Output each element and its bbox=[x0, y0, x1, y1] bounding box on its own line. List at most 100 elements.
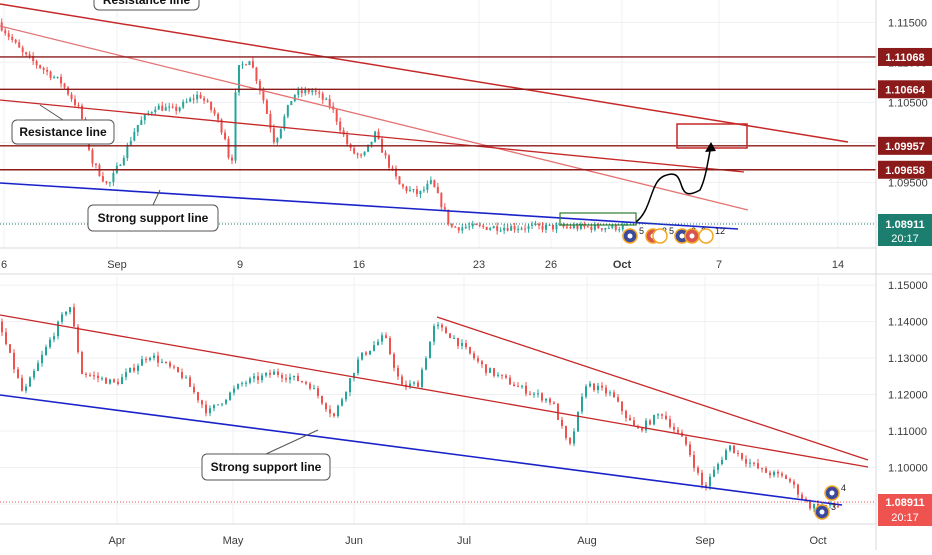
candle-down bbox=[401, 184, 404, 187]
candle-up bbox=[367, 144, 370, 152]
candle-down bbox=[181, 372, 183, 379]
candle-up bbox=[370, 141, 373, 145]
candle-up bbox=[325, 98, 328, 100]
bottom-y-tick-label: 1.11000 bbox=[888, 426, 927, 438]
candle-up bbox=[213, 405, 215, 409]
candle-down bbox=[553, 402, 555, 404]
candle-down bbox=[74, 99, 77, 106]
candle-down bbox=[485, 364, 487, 373]
candle-down bbox=[17, 369, 19, 378]
candle-up bbox=[604, 228, 607, 230]
candle-down bbox=[210, 101, 213, 110]
resistance-callout: Resistance line bbox=[11, 104, 115, 145]
candle-up bbox=[357, 359, 359, 374]
candle-up bbox=[409, 383, 411, 388]
price-level-tag: 1.09957 bbox=[878, 136, 932, 155]
candle-down bbox=[91, 149, 94, 164]
candle-down bbox=[192, 98, 195, 100]
candle-down bbox=[689, 444, 691, 455]
candle-up bbox=[37, 363, 39, 371]
candle-up bbox=[517, 228, 520, 230]
candle-up bbox=[611, 224, 614, 228]
resistance-trendline bbox=[0, 3, 849, 143]
price-level-tag-text: 1.09957 bbox=[885, 141, 925, 153]
candle-down bbox=[397, 367, 399, 377]
top-y-tick-label: 1.10500 bbox=[888, 97, 928, 109]
candle-up bbox=[572, 225, 575, 229]
support-callout-bottom: Strong support line bbox=[201, 429, 331, 481]
countdown-value: 20:17 bbox=[891, 233, 919, 245]
candle-up bbox=[713, 469, 715, 477]
candle-down bbox=[753, 462, 755, 464]
candle-down bbox=[353, 148, 356, 154]
candle-up bbox=[341, 399, 343, 406]
candle-up bbox=[349, 378, 351, 393]
candle-down bbox=[77, 326, 79, 353]
candle-up bbox=[65, 311, 67, 315]
current-price-tag: 1.08911 20:17 bbox=[878, 214, 932, 246]
callout-box bbox=[87, 204, 219, 232]
candle-down bbox=[307, 89, 310, 93]
candle-down bbox=[35, 61, 38, 66]
event-count: 4 bbox=[841, 483, 846, 493]
candle-down bbox=[541, 225, 544, 230]
candle-down bbox=[529, 393, 531, 395]
price-level-tag-text: 1.09658 bbox=[885, 165, 925, 177]
candle-down bbox=[98, 165, 101, 177]
callout-pointer bbox=[265, 429, 319, 455]
candle-up bbox=[53, 77, 56, 79]
support-trendline bbox=[0, 394, 843, 506]
candle-down bbox=[673, 426, 675, 430]
candle-up bbox=[273, 371, 275, 375]
candle-down bbox=[94, 163, 97, 166]
candle-down bbox=[46, 69, 49, 72]
candle-down bbox=[5, 332, 7, 345]
candle-down bbox=[335, 109, 338, 122]
candle-down bbox=[541, 393, 543, 401]
candle-up bbox=[579, 224, 582, 229]
candle-down bbox=[625, 411, 627, 418]
candle-down bbox=[385, 335, 387, 338]
top-candles bbox=[0, 18, 628, 235]
candle-down bbox=[576, 225, 579, 229]
candle-down bbox=[565, 425, 567, 438]
candle-down bbox=[389, 337, 391, 355]
price-level-tag-text: 1.11068 bbox=[885, 52, 924, 64]
top-x-tick-label: 9 bbox=[237, 259, 243, 271]
candle-down bbox=[342, 130, 345, 135]
candle-down bbox=[360, 154, 363, 156]
candle-down bbox=[220, 119, 223, 133]
candle-up bbox=[161, 361, 163, 363]
candle-up bbox=[422, 189, 425, 191]
candle-down bbox=[801, 494, 803, 499]
candle-up bbox=[261, 375, 263, 381]
candle-down bbox=[769, 472, 771, 476]
candle-down bbox=[509, 377, 511, 385]
candle-down bbox=[388, 155, 391, 168]
candle-down bbox=[81, 352, 83, 374]
candle-up bbox=[545, 398, 547, 401]
candle-down bbox=[450, 223, 453, 227]
top-x-tick-label: Sep bbox=[107, 259, 127, 271]
candle-down bbox=[251, 61, 254, 68]
candle-up bbox=[248, 61, 251, 66]
candle-up bbox=[154, 109, 157, 113]
candle-up bbox=[609, 392, 611, 394]
candle-down bbox=[677, 429, 679, 433]
candle-down bbox=[101, 176, 104, 182]
event-count: 5 bbox=[669, 226, 674, 236]
candle-up bbox=[290, 101, 293, 106]
candle-down bbox=[449, 333, 451, 339]
candle-down bbox=[49, 71, 52, 78]
candle-down bbox=[391, 167, 394, 169]
candle-up bbox=[237, 65, 240, 93]
candle-down bbox=[617, 397, 619, 402]
candle-down bbox=[9, 344, 11, 353]
candle-up bbox=[533, 393, 535, 395]
candle-down bbox=[469, 347, 471, 354]
candle-up bbox=[717, 464, 719, 470]
candle-up bbox=[150, 112, 153, 114]
callout-box bbox=[201, 453, 331, 481]
candle-down bbox=[693, 454, 695, 468]
candle-up bbox=[581, 396, 583, 412]
